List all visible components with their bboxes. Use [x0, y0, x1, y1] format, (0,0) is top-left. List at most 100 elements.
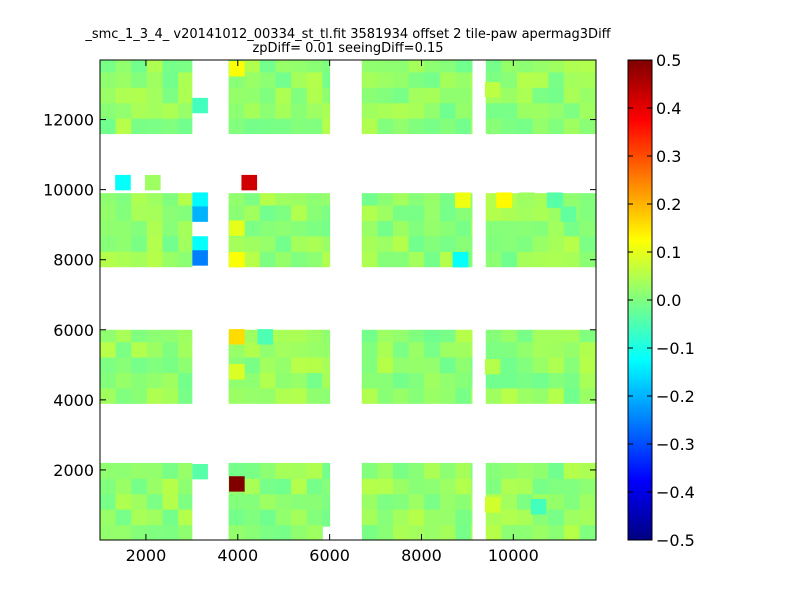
heatmap-cell	[162, 493, 179, 510]
x-tick-label: 4000	[217, 546, 258, 565]
heatmap-cell	[439, 87, 456, 104]
heatmap-cell	[439, 251, 456, 268]
heatmap-cell	[178, 102, 193, 119]
heatmap-cell	[146, 329, 163, 343]
heatmap-cell	[408, 524, 425, 541]
heatmap-cell	[563, 251, 580, 268]
heatmap-cell	[306, 251, 323, 268]
heatmap-cell	[131, 462, 148, 479]
heatmap-cell	[532, 87, 549, 104]
heatmap-cells	[100, 60, 597, 541]
heatmap-cell	[322, 118, 331, 135]
heatmap-cell	[455, 87, 472, 104]
heatmap-cell	[275, 329, 292, 343]
heatmap-cell-special	[546, 192, 563, 208]
heatmap-cell	[259, 341, 276, 358]
heatmap-cell	[579, 524, 596, 541]
heatmap-cell	[178, 493, 193, 510]
heatmap-cell-special	[452, 252, 469, 268]
heatmap-cell	[361, 509, 378, 526]
heatmap-cell	[393, 102, 410, 119]
heatmap-cell	[579, 235, 596, 252]
heatmap-cell	[377, 493, 394, 510]
heatmap-cell	[424, 524, 441, 541]
heatmap-cell	[501, 235, 518, 252]
heatmap-cell	[455, 509, 472, 526]
heatmap-cell	[361, 102, 378, 119]
heatmap-cell-special	[192, 206, 208, 222]
heatmap-cell	[131, 71, 148, 88]
heatmap-cell	[162, 478, 179, 495]
heatmap-cell	[178, 509, 193, 526]
heatmap-cell	[322, 235, 331, 252]
heatmap-cell	[408, 71, 425, 88]
heatmap-cell	[146, 235, 163, 252]
heatmap-cell	[377, 220, 394, 237]
heatmap-cell	[275, 341, 292, 358]
x-tick-label: 10000	[488, 546, 539, 565]
heatmap-cell	[485, 205, 502, 221]
heatmap-cell	[361, 71, 378, 88]
heatmap-cell	[393, 71, 410, 88]
heatmap-cell	[579, 478, 596, 495]
heatmap-cell	[100, 205, 117, 221]
heatmap-cell	[228, 102, 245, 119]
heatmap-cell	[244, 372, 261, 389]
heatmap-cell	[115, 341, 132, 358]
heatmap-cell	[146, 118, 163, 135]
heatmap-cell	[501, 357, 518, 374]
heatmap-cell	[455, 524, 472, 541]
heatmap-cell	[377, 372, 394, 389]
heatmap-cell	[100, 524, 117, 541]
heatmap-cell	[100, 341, 117, 358]
heatmap-cell	[178, 387, 193, 404]
heatmap-cell	[563, 102, 580, 119]
heatmap-cell	[100, 118, 117, 135]
heatmap-cell	[501, 220, 518, 237]
heatmap-cell	[439, 71, 456, 88]
heatmap-cell	[532, 462, 549, 479]
heatmap-cell	[439, 509, 456, 526]
colorbar-tick-label: 0.3	[656, 147, 681, 166]
heatmap-cell	[115, 524, 132, 541]
heatmap-cell-special	[229, 329, 245, 345]
heatmap-cell	[361, 251, 378, 268]
chart-title: _smc_1_3_4_ v20141012_00334_st_tl.fit 35…	[84, 27, 611, 56]
heatmap-cell	[146, 462, 163, 479]
heatmap-cell	[393, 478, 410, 495]
heatmap-cell	[259, 509, 276, 526]
y-tick-label: 4000	[53, 391, 94, 410]
heatmap-cell	[548, 387, 565, 404]
heatmap-cell	[115, 87, 132, 104]
y-tick-label: 8000	[53, 251, 94, 270]
heatmap-cell	[291, 329, 308, 343]
heatmap-cell	[377, 102, 394, 119]
heatmap-cell	[563, 71, 580, 88]
heatmap-cell	[485, 387, 502, 404]
heatmap-cell	[178, 87, 193, 104]
heatmap-cell	[501, 102, 518, 119]
heatmap-cell	[291, 341, 308, 358]
heatmap-cell	[532, 329, 549, 343]
heatmap-cell	[131, 493, 148, 510]
heatmap-cell	[131, 60, 148, 73]
heatmap-cell	[424, 493, 441, 510]
colorbar-tick-label: −0.2	[656, 387, 695, 406]
heatmap-cell	[563, 509, 580, 526]
heatmap-cell	[306, 372, 323, 389]
heatmap-cell	[471, 205, 473, 221]
heatmap-cell	[361, 205, 378, 221]
x-tick-label: 8000	[401, 546, 442, 565]
heatmap-cell	[131, 87, 148, 104]
heatmap-cell	[361, 60, 378, 73]
heatmap-cell	[100, 235, 117, 252]
chart-title-line-1: _smc_1_3_4_ v20141012_00334_st_tl.fit 35…	[84, 27, 611, 42]
heatmap-cell	[548, 251, 565, 268]
heatmap-cell	[162, 357, 179, 374]
heatmap-cell	[291, 220, 308, 237]
colorbar-tick-label: 0.5	[656, 51, 681, 70]
heatmap-cell	[424, 193, 441, 206]
heatmap-cell	[146, 509, 163, 526]
heatmap-cell	[146, 102, 163, 119]
heatmap-cell-special	[192, 192, 208, 208]
